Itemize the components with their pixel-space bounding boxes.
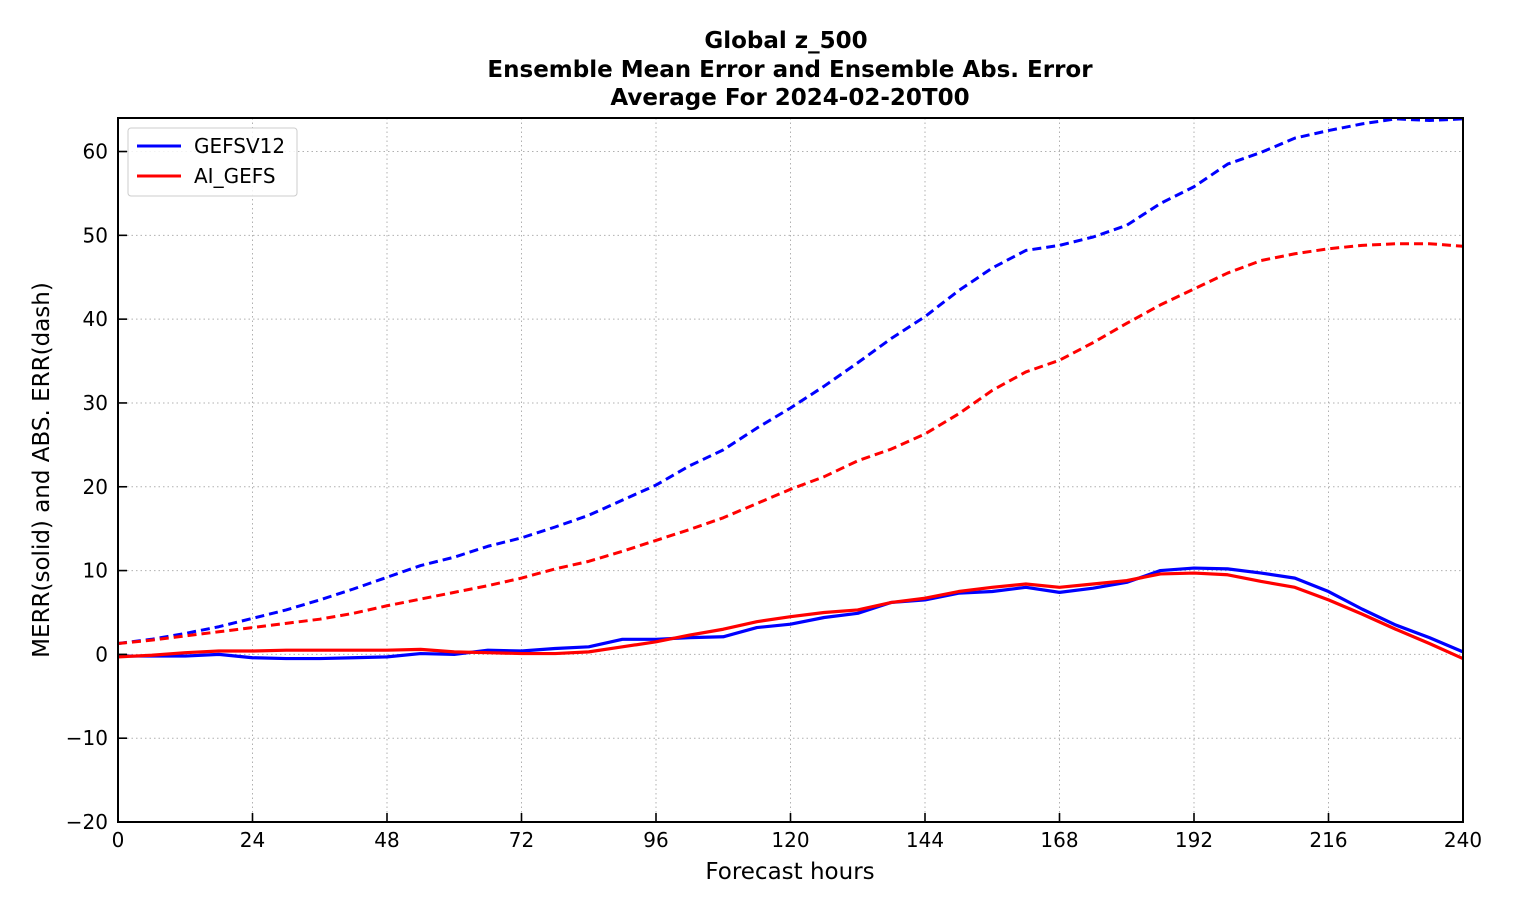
chart-title: Global z_500 Ensemble Mean Error and Ens… [487, 28, 1093, 111]
x-tick-label: 240 [1444, 828, 1482, 852]
series-line-ai-gefs-abs-err [118, 242, 1463, 645]
y-tick-label: 50 [83, 223, 108, 247]
y-tick-label: −20 [66, 810, 108, 834]
y-axis-label: MERR(solid) and ABS. ERR(dash) [29, 282, 55, 658]
x-tick-label: 48 [374, 828, 399, 852]
x-tick-label: 0 [112, 828, 125, 852]
x-tick-label: 192 [1175, 828, 1213, 852]
x-tick-label: 144 [906, 828, 944, 852]
grid [118, 118, 1463, 822]
ticks [117, 150, 1464, 823]
y-tick-label: 0 [95, 642, 108, 666]
series-line-gefsv12-abs-err [118, 118, 1463, 645]
series-layer [118, 118, 1463, 661]
y-tick-label: 40 [83, 307, 108, 331]
x-tick-label: 72 [509, 828, 534, 852]
y-tick-label: −10 [66, 726, 108, 750]
x-tick-label: 168 [1040, 828, 1078, 852]
legend-label-gefsv12: GEFSV12 [194, 134, 285, 158]
legend-label-ai-gefs: AI_GEFS [194, 164, 276, 188]
x-tick-label: 96 [643, 828, 668, 852]
chart-title-line-1: Global z_500 [704, 28, 867, 54]
x-tick-label: 120 [771, 828, 809, 852]
series-line-ai-gefs-merr [118, 571, 1463, 661]
chart-title-line-3: Average For 2024-02-20T00 [610, 85, 969, 111]
y-tick-label: 20 [83, 475, 108, 499]
legend: GEFSV12 AI_GEFS [127, 127, 298, 197]
y-tick-label: 30 [83, 391, 108, 415]
x-tick-label: 24 [240, 828, 265, 852]
chart-title-line-2: Ensemble Mean Error and Ensemble Abs. Er… [487, 57, 1093, 83]
y-tick-label: 10 [83, 559, 108, 583]
series-line-gefsv12-merr [118, 566, 1463, 661]
y-tick-labels: −20 −10 0 10 20 30 40 50 60 [66, 140, 108, 834]
x-axis-label: Forecast hours [705, 859, 874, 885]
x-tick-labels: 0 24 48 72 96 120 144 168 192 216 240 [112, 828, 1482, 852]
y-tick-label: 60 [83, 140, 108, 164]
x-tick-label: 216 [1309, 828, 1347, 852]
